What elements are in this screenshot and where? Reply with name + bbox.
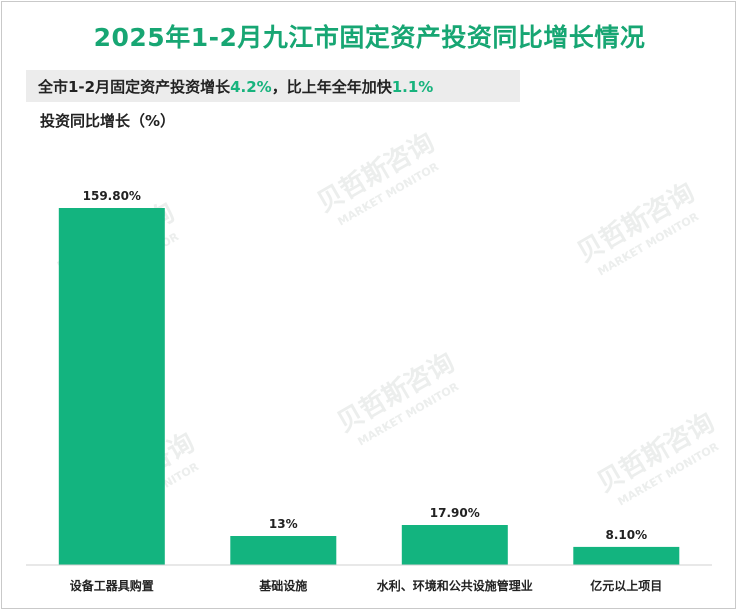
subtitle-background xyxy=(26,70,520,102)
labels-group: 159.80% 设备工器具购置 13% 基础设施 17.90% 水利、环境和公共设施管理业… xyxy=(70,189,663,593)
y-axis-unit-label: 投资同比增长（%） xyxy=(40,112,176,130)
chart-title: 2025年1-2月九江市固定资产投资同比增长情况 xyxy=(93,23,646,52)
data-label-1: 13% xyxy=(269,517,298,531)
data-label-3: 8.10% xyxy=(605,528,647,542)
subtitle: 全市1-2月固定资产投资增长4.2%，比上年全年加快1.1% xyxy=(38,76,433,97)
data-label-0: 159.80% xyxy=(83,189,141,203)
subtitle-value-growth: 4.2% xyxy=(230,78,272,96)
subtitle-prefix: 全市1-2月固定资产投资增长 xyxy=(38,78,231,96)
bar-1 xyxy=(230,536,337,565)
subtitle-middle: ，比上年全年加快 xyxy=(271,78,392,96)
data-label-2: 17.90% xyxy=(430,506,480,520)
category-label-2: 水利、环境和公共设施管理业 xyxy=(377,578,533,593)
bars-group xyxy=(58,208,680,565)
bar-2 xyxy=(401,525,508,565)
bar-3 xyxy=(573,546,680,565)
category-label-0: 设备工器具购置 xyxy=(70,578,154,593)
category-label-1: 基础设施 xyxy=(258,578,307,593)
bar-0 xyxy=(58,208,165,565)
category-label-3: 亿元以上项目 xyxy=(590,578,662,593)
subtitle-value-acceleration: 1.1% xyxy=(391,78,434,96)
